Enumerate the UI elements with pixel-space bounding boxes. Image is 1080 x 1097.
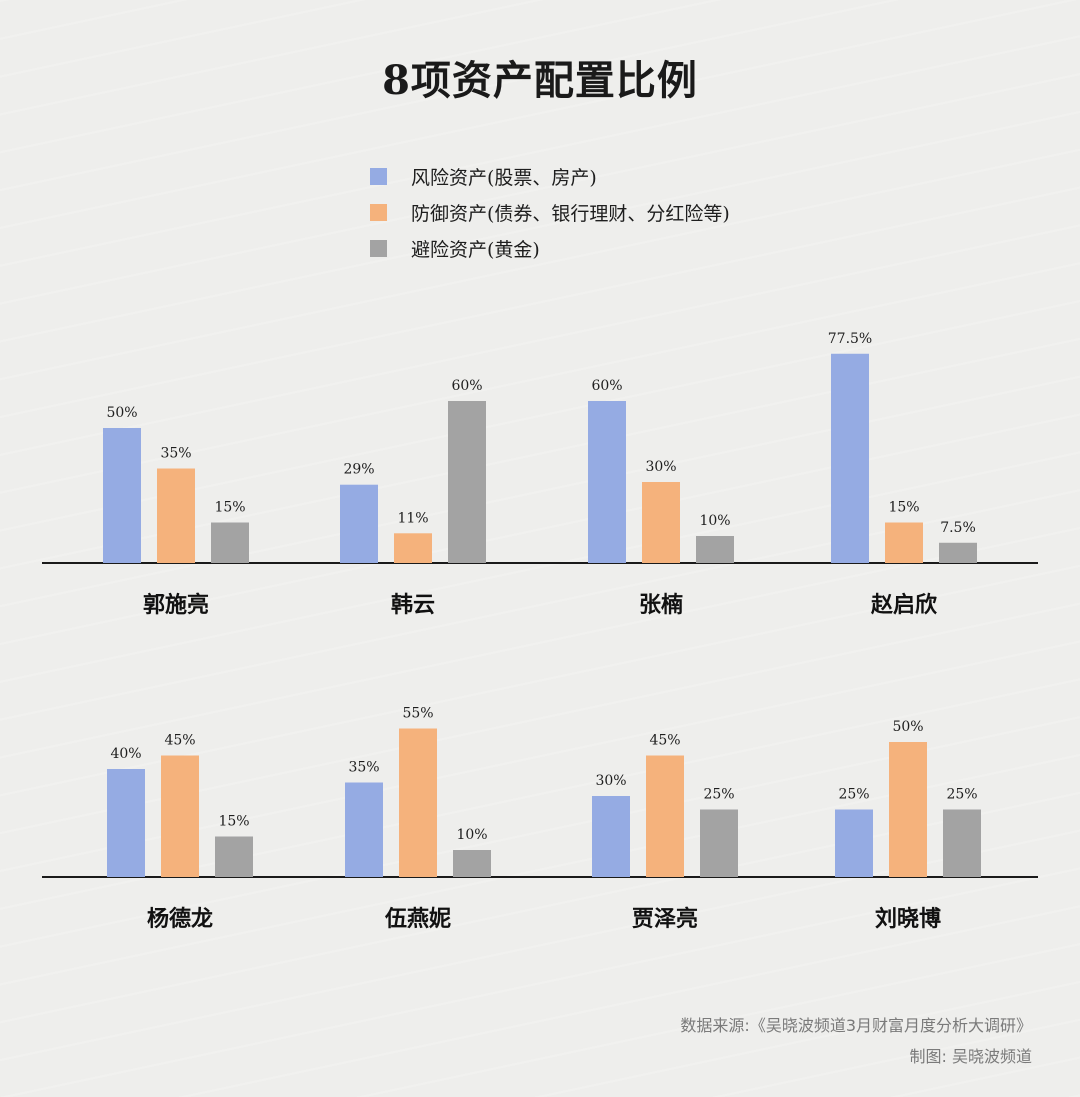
legend-label-hedge: 避险资产(黄金) xyxy=(411,238,540,261)
bar-hedge-4 xyxy=(939,542,977,563)
bar-defense-5 xyxy=(161,755,199,877)
bar-defense-6 xyxy=(399,728,437,877)
data-source-note: 数据来源:《吴晓波频道3月财富月度分析大调研》 xyxy=(680,1016,1032,1035)
bar-hedge-1 xyxy=(211,522,249,563)
bar-risk-1 xyxy=(103,428,141,563)
legend-item-hedge: 避险资产(黄金) xyxy=(370,230,730,266)
bar-value-label-hedge-1: 15% xyxy=(214,500,245,516)
category-label-5: 杨德龙 xyxy=(147,906,213,932)
bar-hedge-2 xyxy=(448,401,486,563)
bar-risk-8 xyxy=(835,809,873,877)
bar-hedge-3 xyxy=(696,536,734,563)
bar-value-label-defense-1: 35% xyxy=(160,446,191,462)
legend-label-risk: 风险资产(股票、房产) xyxy=(411,166,597,189)
category-label-4: 赵启欣 xyxy=(870,592,937,618)
bar-value-label-defense-5: 45% xyxy=(164,733,195,749)
bar-defense-8 xyxy=(889,742,927,877)
bar-defense-1 xyxy=(157,468,195,563)
bar-value-label-hedge-4: 7.5% xyxy=(940,520,976,536)
legend-swatch-hedge xyxy=(370,239,387,257)
category-label-3: 张楠 xyxy=(639,592,683,618)
category-label-2: 韩云 xyxy=(391,592,435,618)
bar-hedge-5 xyxy=(215,836,253,877)
bar-value-label-risk-8: 25% xyxy=(838,787,869,803)
legend-swatch-defense xyxy=(370,203,387,221)
bar-risk-4 xyxy=(831,353,869,563)
bar-defense-2 xyxy=(394,533,432,563)
category-label-6: 伍燕妮 xyxy=(384,906,451,932)
bar-defense-4 xyxy=(885,522,923,563)
bar-defense-3 xyxy=(642,482,680,563)
bar-value-label-defense-7: 45% xyxy=(649,733,680,749)
bar-defense-7 xyxy=(646,755,684,877)
bar-value-label-risk-7: 30% xyxy=(595,773,626,789)
category-label-7: 贾泽亮 xyxy=(632,906,698,932)
bar-hedge-8 xyxy=(943,809,981,877)
bar-value-label-defense-4: 15% xyxy=(888,500,919,516)
legend: 风险资产(股票、房产) 防御资产(债券、银行理财、分红险等) 避险资产(黄金) xyxy=(370,158,730,266)
bar-value-label-risk-1: 50% xyxy=(106,405,137,421)
bar-value-label-hedge-2: 60% xyxy=(451,378,482,394)
bar-value-label-defense-6: 55% xyxy=(402,706,433,722)
chart-credit-note: 制图: 吴晓波频道 xyxy=(909,1047,1032,1066)
legend-label-defense: 防御资产(债券、银行理财、分红险等) xyxy=(411,202,730,225)
bar-value-label-risk-4: 77.5% xyxy=(828,331,872,347)
bar-value-label-risk-5: 40% xyxy=(110,746,141,762)
bar-risk-2 xyxy=(340,484,378,563)
bar-value-label-hedge-3: 10% xyxy=(699,513,730,529)
category-label-1: 郭施亮 xyxy=(143,592,209,618)
bar-value-label-defense-8: 50% xyxy=(892,719,923,735)
category-label-8: 刘晓博 xyxy=(875,906,941,932)
legend-swatch-risk xyxy=(370,167,387,185)
bar-value-label-hedge-8: 25% xyxy=(946,787,977,803)
bar-hedge-6 xyxy=(453,850,491,877)
bar-value-label-defense-2: 11% xyxy=(397,510,428,526)
bar-value-label-defense-3: 30% xyxy=(645,459,676,475)
bar-value-label-risk-2: 29% xyxy=(343,462,374,478)
bar-value-label-hedge-6: 10% xyxy=(456,827,487,843)
bar-risk-7 xyxy=(592,796,630,877)
bar-hedge-7 xyxy=(700,809,738,877)
bar-value-label-hedge-7: 25% xyxy=(703,787,734,803)
bar-value-label-risk-6: 35% xyxy=(348,760,379,776)
bar-risk-3 xyxy=(588,401,626,563)
bar-value-label-hedge-5: 15% xyxy=(218,814,249,830)
legend-item-risk: 风险资产(股票、房产) xyxy=(370,158,730,194)
chart-title: 8项资产配置比例 xyxy=(382,57,698,104)
bar-risk-5 xyxy=(107,769,145,877)
legend-item-defense: 防御资产(债券、银行理财、分红险等) xyxy=(370,194,730,230)
bar-risk-6 xyxy=(345,782,383,877)
bar-value-label-risk-3: 60% xyxy=(591,378,622,394)
